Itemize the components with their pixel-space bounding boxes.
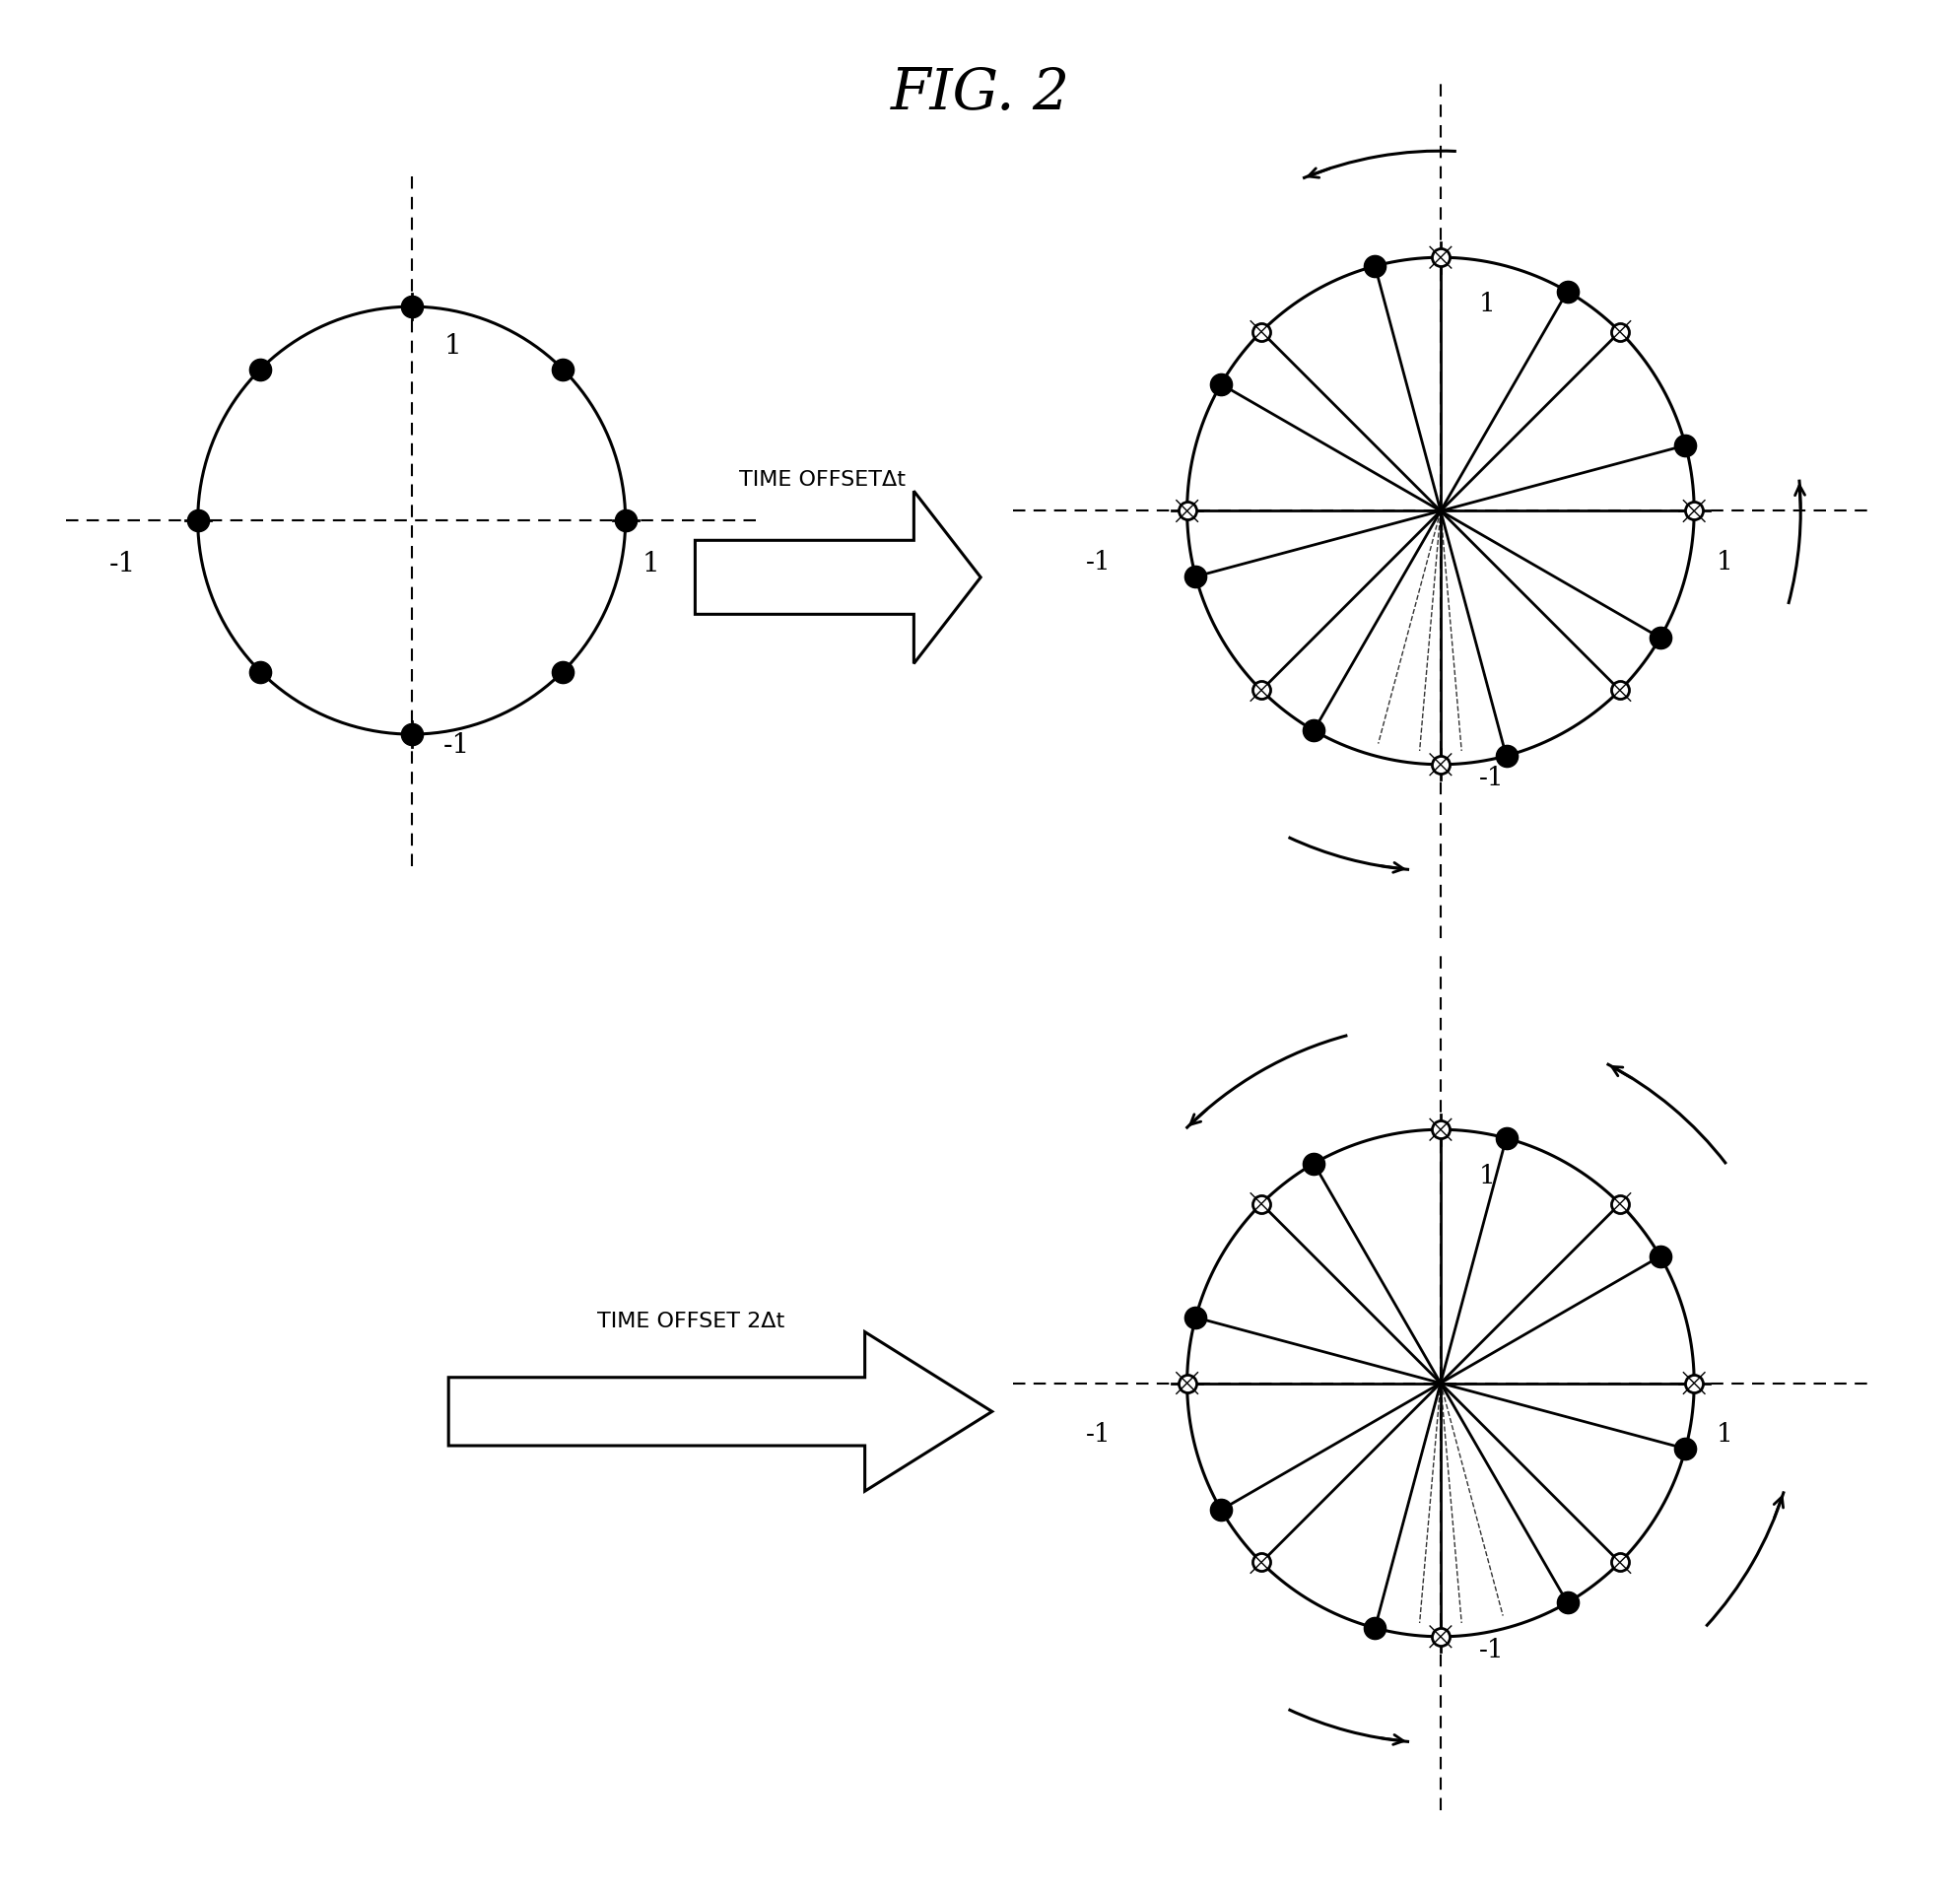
Text: 1: 1 xyxy=(1717,550,1733,574)
Text: FIG. 2: FIG. 2 xyxy=(890,66,1070,121)
Text: -1: -1 xyxy=(1086,550,1111,574)
Text: TIME OFFSET 2Δt: TIME OFFSET 2Δt xyxy=(598,1311,786,1330)
Text: 1: 1 xyxy=(1717,1421,1733,1446)
Polygon shape xyxy=(696,493,980,665)
Text: -1: -1 xyxy=(1478,766,1503,790)
Text: -1: -1 xyxy=(110,551,137,578)
Text: 1: 1 xyxy=(643,551,661,578)
Text: -1: -1 xyxy=(1478,1637,1503,1662)
Text: 1: 1 xyxy=(1478,292,1495,316)
Polygon shape xyxy=(449,1332,992,1491)
Text: 1: 1 xyxy=(443,334,461,360)
Text: -1: -1 xyxy=(443,731,470,758)
Text: -1: -1 xyxy=(1086,1421,1111,1446)
Text: 1: 1 xyxy=(1478,1164,1495,1188)
Text: TIME OFFSETΔt: TIME OFFSETΔt xyxy=(739,470,906,489)
